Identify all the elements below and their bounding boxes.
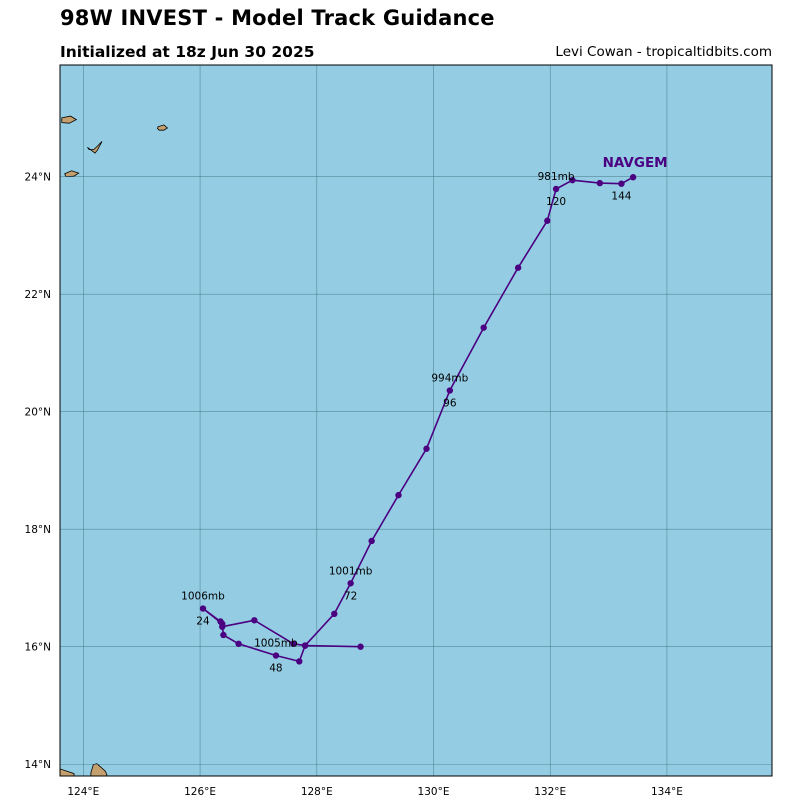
track-point	[514, 264, 522, 271]
track-point	[296, 658, 303, 665]
track-point	[395, 491, 402, 499]
land-island-b	[87, 141, 103, 154]
track-point	[552, 185, 560, 193]
track-point	[357, 643, 364, 650]
track-point	[235, 640, 242, 647]
lon-tick-label: 124°E	[67, 786, 99, 798]
ocean-background	[60, 65, 772, 776]
track-point	[251, 617, 258, 624]
forecast-hour-label: 144	[611, 191, 631, 203]
axis-ticks: 124°E 126°E 128°E 130°E 132°E 134°E 14°N 16°N 18…	[25, 172, 683, 798]
forecast-hour-label: 72	[344, 590, 357, 602]
lat-tick-label: 24°N	[25, 172, 51, 184]
track-point	[301, 642, 309, 649]
pressure-label: 1006mb	[181, 591, 225, 603]
track-point	[290, 640, 297, 647]
track-point	[618, 180, 625, 187]
pressure-label: 981mb	[538, 171, 575, 183]
track-point	[347, 580, 354, 587]
pressure-label: 994mb	[431, 373, 468, 385]
forecast-hour-label: 24	[196, 616, 210, 628]
land-layer	[59, 115, 169, 777]
page-title: 98W INVEST - Model Track Guidance	[60, 6, 495, 30]
track-point	[480, 324, 487, 331]
pressure-label: 1005mb	[254, 638, 298, 650]
land-luzon-north-east	[90, 763, 108, 777]
track-point	[629, 174, 637, 181]
track-point	[368, 537, 375, 545]
lat-tick-label: 16°N	[25, 642, 51, 654]
track-layer	[199, 174, 637, 665]
lat-tick-label: 20°N	[25, 407, 51, 419]
track-point	[331, 610, 338, 618]
credit-text: Levi Cowan - tropicaltidbits.com	[555, 44, 772, 60]
lat-tick-label: 18°N	[25, 524, 51, 536]
lat-tick-label: 22°N	[25, 289, 51, 301]
track-point	[596, 179, 604, 187]
track-point	[220, 631, 227, 639]
track-point	[569, 176, 576, 184]
track-point	[272, 652, 280, 659]
land-island-a	[61, 115, 78, 124]
forecast-hour-label: 120	[546, 196, 566, 208]
forecast-hour-label: 96	[443, 398, 457, 410]
lon-tick-label: 128°E	[301, 786, 333, 798]
forecast-hour-label: 48	[269, 663, 282, 675]
map-frame	[59, 64, 773, 777]
grid-layer	[60, 65, 772, 776]
track-point	[446, 387, 454, 394]
land-island-c	[157, 124, 169, 131]
init-time-subtitle: Initialized at 18z Jun 30 2025	[60, 43, 315, 61]
lon-tick-label: 130°E	[418, 786, 450, 798]
track-point	[219, 620, 226, 628]
lon-tick-label: 134°E	[651, 786, 683, 798]
track-point	[199, 605, 207, 612]
lat-tick-label: 14°N	[25, 759, 51, 771]
track-point	[544, 217, 551, 224]
lon-tick-label: 132°E	[534, 786, 566, 798]
track-point	[423, 445, 430, 452]
land-island-d	[64, 170, 80, 178]
pressure-label: 1001mb	[329, 565, 373, 577]
model-name-label: NAVGEM	[603, 155, 668, 171]
label-layer: NAVGEM 1006mb 24 1005mb 48 1001mb 72 994mb 96 981…	[181, 155, 667, 674]
lon-tick-label: 126°E	[184, 786, 216, 798]
